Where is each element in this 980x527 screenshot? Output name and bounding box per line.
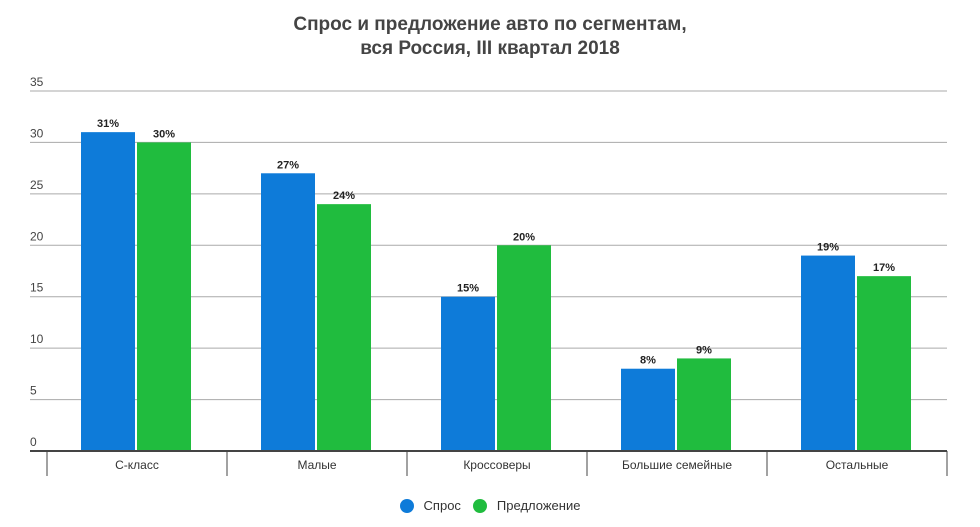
data-label-0-4: 19% <box>817 242 839 254</box>
data-label-1-4: 17% <box>873 262 895 274</box>
y-tick-label-20: 20 <box>30 229 44 243</box>
y-tick-label-25: 25 <box>30 178 44 192</box>
y-tick-label-30: 30 <box>30 126 44 140</box>
legend-marker-demand <box>399 498 414 513</box>
legend-label-supply: Предложение <box>496 498 581 513</box>
bar-0-4 <box>801 255 855 451</box>
data-label-1-2: 20% <box>513 231 535 243</box>
legend-item-demand[interactable]: Спрос <box>399 498 461 513</box>
data-label-0-3: 8% <box>640 355 656 367</box>
bar-1-2 <box>497 245 551 451</box>
legend-item-supply[interactable]: Предложение <box>472 498 581 513</box>
x-tick-label-3: Большие семейные <box>622 458 732 472</box>
data-label-1-3: 9% <box>696 344 712 356</box>
x-tick-label-1: Малые <box>297 458 336 472</box>
x-tick-label-0: С-класс <box>115 458 159 472</box>
bar-0-1 <box>261 173 315 452</box>
data-label-1-0: 30% <box>153 128 175 140</box>
legend-marker-supply <box>472 498 487 513</box>
x-tick-label-2: Кроссоверы <box>463 458 530 472</box>
legend-label-demand: Спрос <box>423 498 461 513</box>
bar-1-1 <box>317 204 371 451</box>
legend: Спрос Предложение <box>0 498 980 513</box>
x-tick-label-4: Остальные <box>826 458 889 472</box>
bar-0-3 <box>621 368 675 451</box>
bar-1-4 <box>857 276 911 451</box>
y-tick-label-15: 15 <box>30 281 44 295</box>
y-tick-label-35: 35 <box>30 75 44 89</box>
data-label-0-0: 31% <box>97 118 119 130</box>
y-tick-label-10: 10 <box>30 332 44 346</box>
data-label-0-2: 15% <box>457 283 479 295</box>
chart-title-line-1: Спрос и предложение авто по сегментам, <box>293 14 687 35</box>
y-tick-label-0: 0 <box>30 435 37 449</box>
bar-0-2 <box>441 296 495 451</box>
bar-0-0 <box>81 132 135 451</box>
y-tick-label-5: 5 <box>30 384 37 398</box>
bar-1-3 <box>677 358 731 451</box>
bar-1-0 <box>137 142 191 451</box>
chart-title-line-2: вся Россия, III квартал 2018 <box>360 38 620 59</box>
data-label-0-1: 27% <box>277 159 299 171</box>
data-label-1-1: 24% <box>333 190 355 202</box>
